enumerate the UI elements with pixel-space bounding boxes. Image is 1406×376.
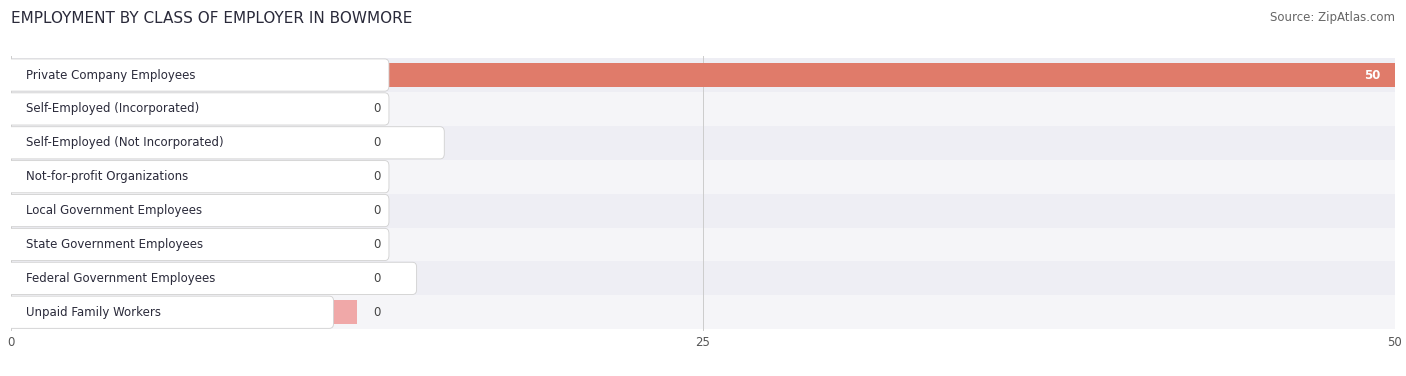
- Text: EMPLOYMENT BY CLASS OF EMPLOYER IN BOWMORE: EMPLOYMENT BY CLASS OF EMPLOYER IN BOWMO…: [11, 11, 412, 26]
- FancyBboxPatch shape: [7, 93, 389, 125]
- Text: Not-for-profit Organizations: Not-for-profit Organizations: [27, 170, 188, 183]
- Text: State Government Employees: State Government Employees: [27, 238, 204, 251]
- Text: 0: 0: [374, 238, 381, 251]
- Bar: [0, 58, 1406, 92]
- Bar: [0, 194, 1406, 227]
- Bar: [0, 227, 1406, 261]
- FancyBboxPatch shape: [7, 59, 389, 91]
- Text: 50: 50: [1365, 68, 1381, 82]
- Text: 0: 0: [374, 204, 381, 217]
- Bar: [0, 126, 1406, 160]
- Bar: [11, 266, 357, 291]
- Text: Private Company Employees: Private Company Employees: [27, 68, 195, 82]
- FancyBboxPatch shape: [7, 228, 389, 261]
- FancyBboxPatch shape: [7, 262, 416, 294]
- Bar: [11, 164, 357, 189]
- Text: 0: 0: [374, 170, 381, 183]
- Bar: [11, 63, 1395, 87]
- Text: Federal Government Employees: Federal Government Employees: [27, 272, 217, 285]
- Bar: [11, 232, 357, 257]
- Text: Self-Employed (Not Incorporated): Self-Employed (Not Incorporated): [27, 136, 224, 149]
- FancyBboxPatch shape: [7, 296, 333, 328]
- Bar: [0, 261, 1406, 295]
- FancyBboxPatch shape: [7, 194, 389, 227]
- Bar: [0, 295, 1406, 329]
- Text: 0: 0: [374, 136, 381, 149]
- Text: Self-Employed (Incorporated): Self-Employed (Incorporated): [27, 102, 200, 115]
- Bar: [11, 130, 357, 155]
- Text: Unpaid Family Workers: Unpaid Family Workers: [27, 306, 162, 319]
- Text: 0: 0: [374, 272, 381, 285]
- Text: 0: 0: [374, 102, 381, 115]
- Text: Local Government Employees: Local Government Employees: [27, 204, 202, 217]
- Bar: [11, 199, 357, 223]
- Bar: [0, 92, 1406, 126]
- Bar: [0, 160, 1406, 194]
- FancyBboxPatch shape: [7, 127, 444, 159]
- FancyBboxPatch shape: [7, 161, 389, 193]
- Bar: [11, 97, 357, 121]
- Text: 0: 0: [374, 306, 381, 319]
- Text: Source: ZipAtlas.com: Source: ZipAtlas.com: [1270, 11, 1395, 24]
- Bar: [11, 300, 357, 324]
